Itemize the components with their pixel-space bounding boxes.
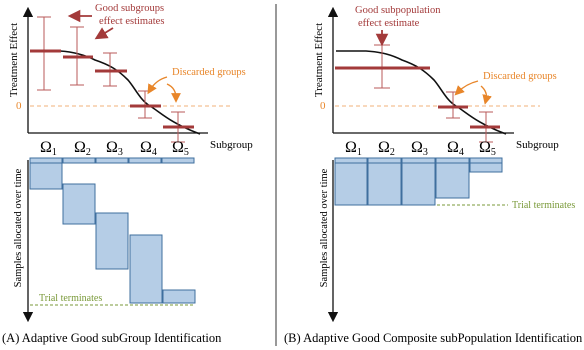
panel-a-caption: (A) Adaptive Good subGroup Identificatio… — [2, 331, 222, 345]
panel-a-block-5 — [162, 289, 196, 304]
panel-b-discarded-annotation: Discarded groups — [483, 71, 557, 82]
panel-a-discarded-annotation: Discarded groups — [172, 67, 246, 78]
panel-a-discarded-arrow — [147, 76, 168, 95]
panel-b-y-axis-label: Treatment Effect — [313, 23, 325, 97]
panel-a-subgroup-1: Ω1 — [40, 139, 57, 158]
panel-b-subgroup-4: Ω4 — [447, 139, 464, 158]
panel-b-block-3 — [401, 162, 436, 206]
panel-b-block-4 — [435, 162, 470, 199]
panel-a-time-axis-label: Samples allocated over time — [13, 168, 24, 287]
panel-b-allocation-blocks — [334, 157, 503, 206]
panel-a-discarded-arrow-2 — [166, 83, 181, 103]
panel-a-good-annotation-2: effect estimates — [99, 16, 164, 27]
panel-a-zero-label: 0 — [16, 100, 22, 112]
panel-b-effect-curve — [336, 50, 507, 135]
panel-b-subgroup-1: Ω1 — [345, 139, 362, 158]
panel-b-block-5 — [469, 162, 503, 173]
panel-b-good-annotation-2: effect estimate — [358, 18, 420, 29]
panel-b-header-block-2 — [367, 157, 402, 164]
panel-a-subgroup-3: Ω3 — [106, 139, 123, 158]
panel-b-subgroup-2: Ω2 — [378, 139, 395, 158]
panel-a-block-3 — [95, 212, 129, 270]
panel-a-allocation-blocks — [29, 157, 196, 304]
panel-a-header-block-2 — [62, 157, 96, 164]
panel-b-terminate-label: Trial terminates — [512, 200, 575, 211]
panel-b-header-block-4 — [435, 157, 470, 164]
panel-b-header-block-5 — [469, 157, 503, 164]
panel-a-header-block-3 — [95, 157, 129, 164]
panel-b-subgroup-5: Ω5 — [479, 139, 496, 158]
panel-b-block-1 — [334, 162, 368, 206]
panel-b-caption: (B) Adaptive Good Composite subPopulatio… — [284, 331, 583, 345]
panel-a-block-4 — [129, 234, 163, 304]
panel-a-subgroup-4: Ω4 — [140, 139, 157, 158]
panel-a-block-1 — [29, 162, 63, 190]
panel-a-estimates — [30, 49, 194, 129]
panel-a: Treatment Effect Subgroup 0 Good subgrou… — [2, 3, 253, 345]
panel-b-time-axis-label: Samples allocated over time — [319, 168, 330, 287]
panel-a-header-block-1 — [29, 157, 63, 164]
panel-b-subgroup-3: Ω3 — [411, 139, 428, 158]
panel-b-header-block-1 — [334, 157, 368, 164]
panel-b-header-block-3 — [401, 157, 436, 164]
panel-b: Treatment Effect Subgroup 0 Good subpopu… — [284, 5, 583, 345]
panel-b-block-2 — [367, 162, 402, 206]
panel-a-x-axis-label: Subgroup — [210, 139, 253, 151]
panel-b-good-annotation-1: Good subpopulation — [355, 5, 441, 16]
panel-b-x-axis-label: Subgroup — [516, 139, 559, 151]
panel-a-subgroup-labels: Ω1 Ω2 Ω3 Ω4 Ω5 — [40, 139, 189, 158]
panel-a-effect-curve — [30, 50, 201, 135]
panel-a-block-2 — [62, 183, 96, 225]
panel-b-subgroup-labels: Ω1 Ω2 Ω3 Ω4 Ω5 — [345, 139, 496, 158]
panel-a-error-bars — [37, 16, 185, 143]
panel-b-discarded-arrow-2 — [480, 85, 492, 105]
panel-a-good-arrow-2 — [94, 27, 114, 40]
panel-a-subgroup-2: Ω2 — [74, 139, 91, 158]
panel-b-zero-label: 0 — [320, 100, 326, 112]
panel-a-subgroup-5: Ω5 — [172, 139, 189, 158]
panel-b-estimates — [335, 66, 500, 129]
panel-a-good-annotation-1: Good subgroups — [95, 3, 164, 14]
panel-a-header-block-4 — [128, 157, 162, 164]
panel-a-header-block-5 — [161, 157, 195, 164]
panel-b-discarded-arrow — [454, 80, 479, 96]
panel-a-terminate-label: Trial terminates — [39, 293, 102, 304]
panel-a-y-axis-label: Treatment Effect — [8, 23, 20, 97]
